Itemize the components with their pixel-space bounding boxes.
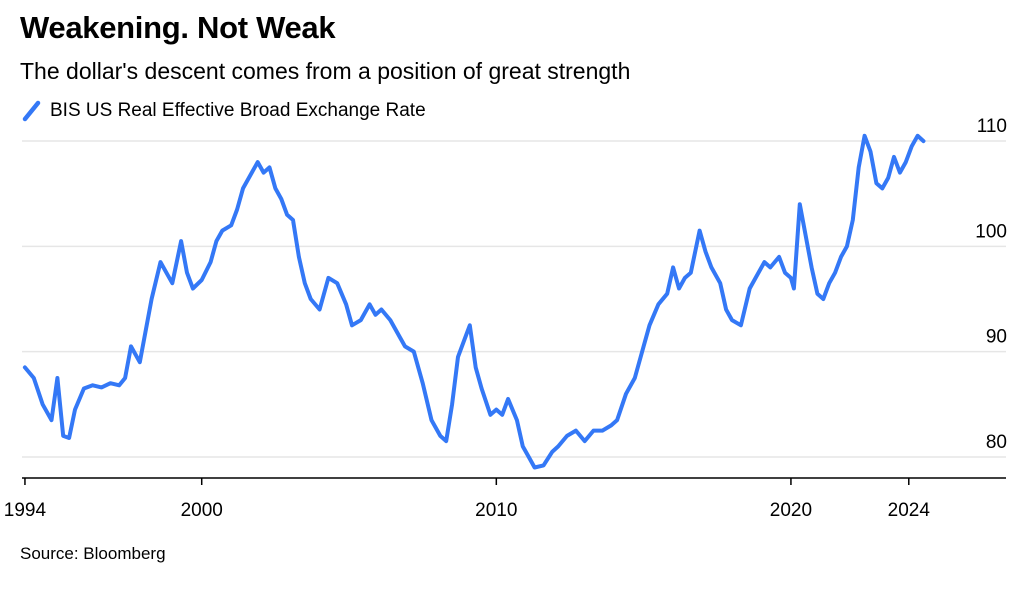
y-tick-label-80: 80: [986, 432, 1007, 453]
x-tick-label-2024: 2024: [888, 500, 931, 521]
source-note: Source: Bloomberg: [20, 544, 166, 563]
legend-line-icon: [22, 100, 41, 122]
y-tick-label-100: 100: [975, 221, 1007, 242]
x-tick-label-2010: 2010: [475, 500, 517, 521]
x-tick-label-1994: 1994: [4, 500, 47, 521]
series-line-0: [22, 133, 926, 470]
legend: BIS US Real Effective Broad Exchange Rat…: [22, 100, 426, 122]
x-tick-label-2000: 2000: [181, 500, 223, 521]
y-tick-label-110: 110: [977, 116, 1007, 137]
chart-subtitle: The dollar's descent comes from a positi…: [20, 58, 631, 84]
legend-label: BIS US Real Effective Broad Exchange Rat…: [50, 100, 426, 121]
chart-title: Weakening. Not Weak: [20, 10, 336, 45]
x-tick-label-2020: 2020: [770, 500, 812, 521]
y-tick-label-90: 90: [986, 327, 1007, 348]
